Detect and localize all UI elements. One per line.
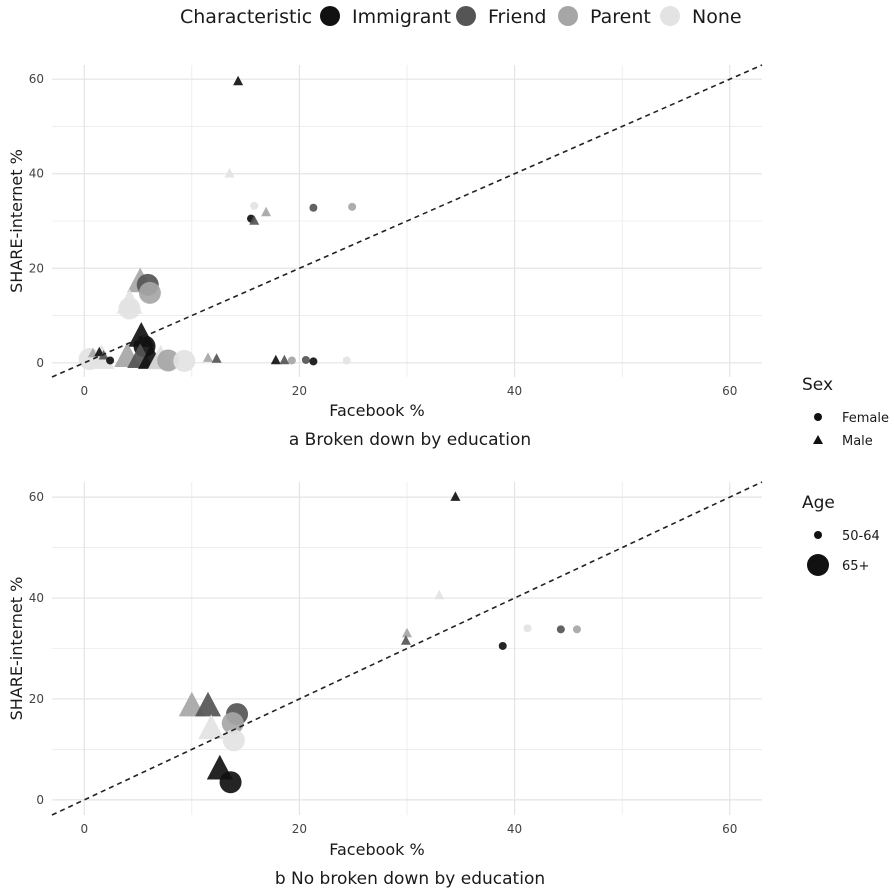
x-tick-label: 60 (722, 822, 737, 836)
legend-label-immigrant: Immigrant (352, 6, 451, 28)
data-point-female (348, 202, 357, 211)
panel-a: 0 20 40 60 0 20 40 60 Facebook % SHARE-internet %… (7, 64, 763, 450)
data-point-female (309, 203, 318, 212)
x-tick-label: 20 (292, 384, 307, 398)
data-point-female (309, 357, 318, 366)
data-point-female (523, 624, 532, 633)
data-point-male (279, 354, 290, 365)
data-point-female (219, 771, 242, 794)
legend-label-age-65plus: 65+ (842, 559, 869, 574)
y-axis-label: SHARE-internet % (7, 577, 26, 721)
legend-key-age-50-64 (814, 531, 822, 539)
panel-caption: b No broken down by education (275, 869, 545, 889)
data-point-female (138, 281, 161, 304)
legend-key-parent (558, 6, 578, 26)
legend-label-none: None (692, 6, 742, 28)
legend-key-none (660, 6, 680, 26)
gridlines (52, 65, 762, 377)
characteristic-legend: Characteristic Immigrant Friend Parent None (180, 6, 742, 28)
x-axis-label: Facebook % (329, 401, 424, 420)
data-point-male (224, 168, 235, 178)
sex-legend: Sex Female Male (802, 375, 889, 449)
y-tick-label: 0 (36, 356, 44, 370)
panel-b: 0 20 40 60 0 20 40 60 Facebook % SHARE-internet %… (7, 481, 763, 889)
data-point-male (400, 635, 411, 645)
characteristic-legend-title: Characteristic (180, 6, 312, 28)
data-point-male (402, 627, 412, 638)
y-tick-label: 40 (29, 591, 44, 605)
legend-label-male: Male (842, 434, 873, 449)
data-point-female (250, 201, 259, 210)
x-tick-label: 0 (80, 384, 88, 398)
y-tick-label: 40 (29, 167, 44, 181)
x-tick-label: 60 (722, 384, 737, 398)
data-point-male (211, 353, 222, 363)
y-tick-label: 0 (36, 793, 44, 807)
sex-legend-title: Sex (802, 375, 833, 395)
data-point-female (301, 355, 310, 364)
data-point-male (434, 589, 445, 600)
data-point-male (270, 354, 281, 365)
data-point-male (249, 215, 260, 225)
data-point-female (222, 729, 245, 752)
data-point-female (221, 712, 244, 735)
data-point-female (157, 349, 180, 372)
data-point-female (342, 356, 351, 365)
y-tick-label: 60 (29, 490, 44, 504)
data-point-male (450, 491, 461, 501)
panel-caption: a Broken down by education (289, 430, 531, 450)
data-point-female (572, 625, 581, 634)
x-tick-label: 40 (507, 822, 522, 836)
legend-key-female (814, 413, 822, 421)
data-point-male (261, 206, 272, 217)
data-point-male (203, 352, 213, 362)
gridlines (52, 482, 762, 815)
data-point-female (118, 297, 141, 320)
legend-key-male (813, 435, 823, 444)
x-axis-label: Facebook % (329, 840, 424, 859)
x-tick-label: 0 (80, 822, 88, 836)
data-point-female (498, 641, 507, 650)
legend-label-age-50-64: 50-64 (842, 529, 880, 544)
data-point-male (195, 691, 221, 717)
x-tick-label: 40 (507, 384, 522, 398)
y-axis-label: SHARE-internet % (7, 149, 26, 293)
age-legend: Age 50-64 65+ (802, 493, 880, 576)
legend-label-female: Female (842, 411, 889, 426)
data-point-female (106, 356, 115, 365)
reference-line (51, 64, 763, 378)
data-point-female (173, 349, 196, 372)
legend-key-immigrant (320, 6, 340, 26)
y-tick-label: 60 (29, 72, 44, 86)
y-tick-label: 20 (29, 261, 44, 275)
data-point-male (198, 714, 225, 740)
legend-key-age-65plus (807, 554, 829, 576)
legend-key-friend (456, 6, 476, 26)
data-point-female (287, 356, 296, 365)
reference-line (51, 481, 763, 816)
legend-label-parent: Parent (590, 6, 651, 28)
data-point-female (556, 625, 565, 634)
x-tick-label: 20 (292, 822, 307, 836)
age-legend-title: Age (802, 493, 835, 513)
legend-label-friend: Friend (488, 6, 546, 28)
data-point-male (233, 75, 244, 86)
y-tick-label: 20 (29, 692, 44, 706)
